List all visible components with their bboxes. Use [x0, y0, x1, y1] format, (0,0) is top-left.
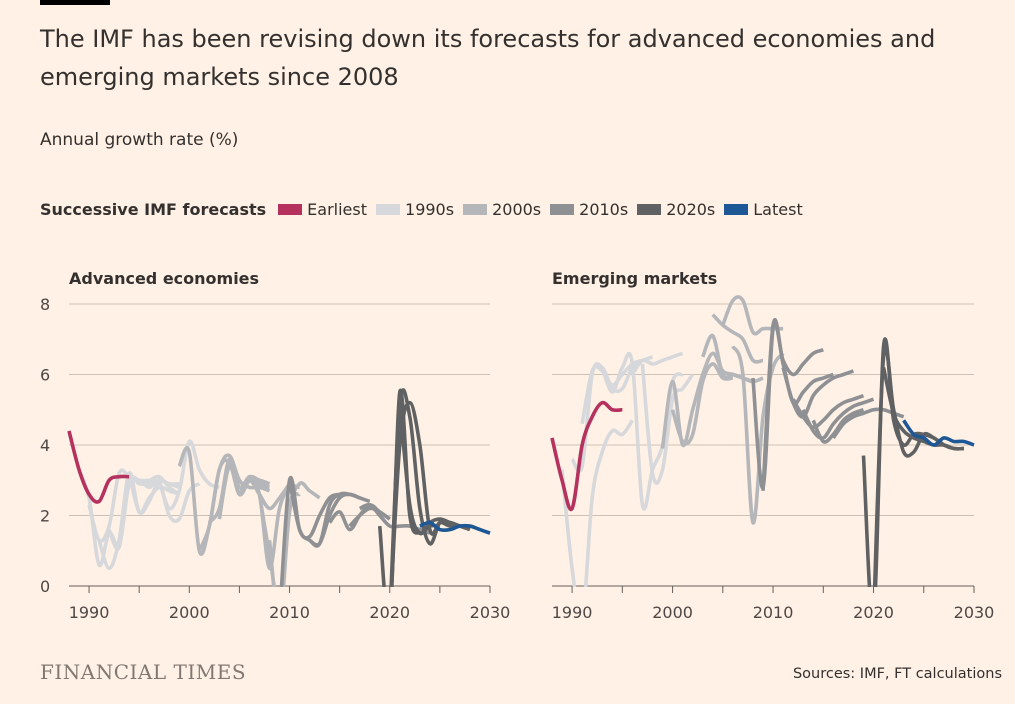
- x-tick-label: 2010: [753, 603, 794, 622]
- x-tick-label: 2000: [169, 603, 210, 622]
- chart-subtitle: Annual growth rate (%): [40, 130, 239, 150]
- panel-title: Emerging markets: [552, 269, 717, 288]
- legend-swatch: [724, 204, 749, 215]
- series-line-1990s-1997: [640, 363, 695, 485]
- series-line-latest-2023: [419, 520, 491, 535]
- series-line-2000s-1999: [177, 446, 271, 556]
- legend-label: 2020s: [666, 200, 716, 219]
- ft-logo: FINANCIAL TIMES: [40, 660, 247, 684]
- legend-swatch: [550, 204, 575, 215]
- legend-swatch: [463, 204, 488, 215]
- series-line-2010s-2013: [801, 397, 875, 440]
- series-line-2000s-2006: [731, 345, 785, 525]
- series-line-earliest-1988: [67, 430, 130, 504]
- series-line-2010s-2012: [791, 393, 865, 430]
- series-line-2000s-2005: [237, 478, 291, 511]
- series-line-2010s-2012: [308, 492, 371, 547]
- series-line-1990s-1989: [560, 419, 634, 587]
- series-line-2000s-2008: [267, 481, 321, 587]
- y-tick-label: 8: [40, 295, 50, 314]
- series-line-2010s-2016: [348, 506, 391, 528]
- legend-item-2020s: 2020s: [637, 200, 715, 219]
- legend-label: Latest: [753, 200, 803, 219]
- legend-item-1990s: 1990s: [376, 200, 454, 219]
- series-group: [67, 388, 491, 587]
- series-line-1990s-1992: [107, 475, 180, 551]
- x-tick-label: 2030: [954, 603, 995, 622]
- x-tick-label: 2000: [652, 603, 693, 622]
- legend-item-2010s: 2010s: [550, 200, 628, 219]
- panel-title: Advanced economies: [69, 269, 259, 288]
- series-line-1990s-1996: [630, 351, 684, 376]
- legend: Successive IMF forecasts Earliest 1990s …: [40, 200, 812, 219]
- panel-emerging-markets: Emerging markets 1990 2000 2010 2020 2030: [550, 269, 995, 622]
- y-tick-label: 2: [40, 507, 50, 526]
- series-line-earliest-1988: [550, 400, 623, 512]
- x-tick-label: 1990: [69, 603, 110, 622]
- x-tick-label: 2020: [853, 603, 894, 622]
- x-tick-label: 2030: [470, 603, 511, 622]
- source-note: Sources: IMF, FT calculations: [792, 666, 1002, 682]
- x-tick-label: 2020: [369, 603, 410, 622]
- y-tick-label: 0: [40, 577, 50, 596]
- series-line-2010s-2011: [781, 366, 855, 419]
- x-tick-label: 2010: [269, 603, 310, 622]
- x-tick-label: 1990: [552, 603, 593, 622]
- legend-label: 2000s: [492, 200, 542, 219]
- series-line-2000s-2000: [670, 362, 734, 446]
- legend-title: Successive IMF forecasts: [40, 200, 267, 219]
- series-group: [550, 295, 975, 587]
- legend-swatch: [278, 204, 303, 215]
- series-line-latest-2023: [902, 419, 975, 447]
- chart-title: The IMF has been revising down its forec…: [40, 25, 936, 91]
- legend-item-earliest: Earliest: [278, 200, 367, 219]
- legend-label: 2010s: [579, 200, 629, 219]
- series-line-1990s-1997: [157, 439, 220, 511]
- legend-swatch: [637, 204, 662, 215]
- brand-bar: [40, 0, 110, 5]
- series-line-2020s-2021: [881, 367, 965, 451]
- legend-item-2000s: 2000s: [463, 200, 541, 219]
- y-tick-label: 6: [40, 366, 50, 385]
- legend-label: 1990s: [405, 200, 455, 219]
- series-line-2020s-2020: [389, 400, 460, 587]
- y-tick-label: 4: [40, 436, 50, 455]
- legend-label: Earliest: [307, 200, 368, 219]
- panel-advanced-economies: Advanced economies 0 2 4 6 8 1990 2000 2010 2020 2…: [40, 269, 511, 622]
- legend-swatch: [376, 204, 401, 215]
- legend-item-latest: Latest: [724, 200, 803, 219]
